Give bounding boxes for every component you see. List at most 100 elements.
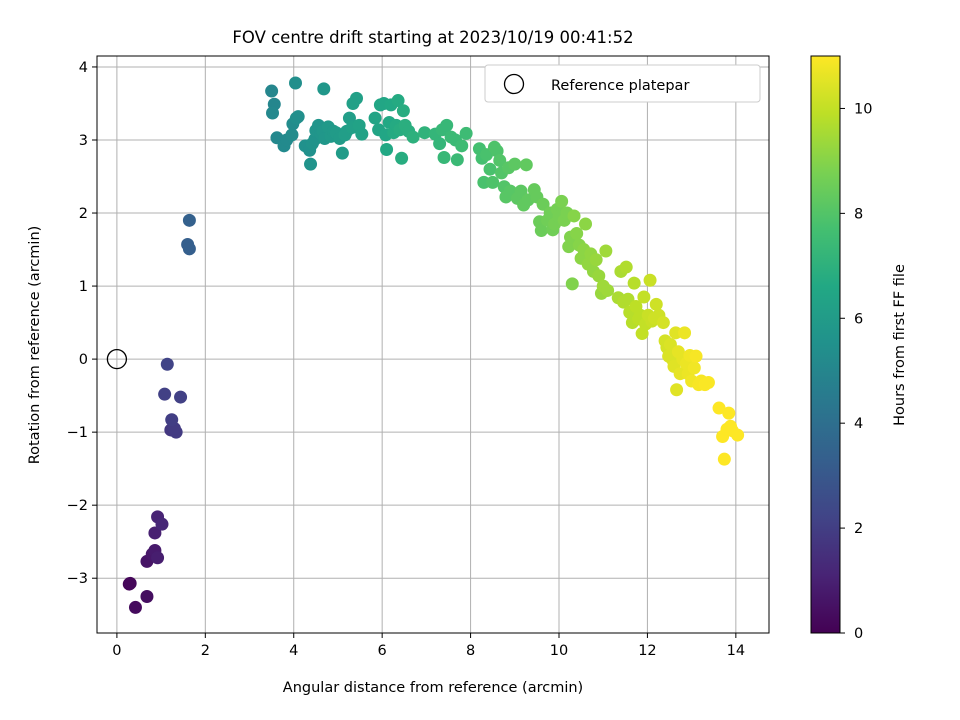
data-point bbox=[570, 226, 584, 240]
data-point bbox=[395, 151, 409, 165]
colorbar-gradient bbox=[810, 55, 841, 634]
data-point bbox=[174, 390, 188, 404]
data-point bbox=[689, 349, 703, 363]
x-tick-label: 6 bbox=[378, 643, 387, 659]
data-point bbox=[455, 139, 469, 153]
legend: Reference platepar bbox=[484, 64, 761, 103]
data-point bbox=[317, 82, 331, 96]
plot-frame bbox=[96, 55, 770, 634]
x-axis-label: Angular distance from reference (arcmin) bbox=[283, 680, 583, 696]
data-point bbox=[536, 197, 550, 211]
data-point bbox=[265, 84, 279, 98]
data-point bbox=[637, 290, 651, 304]
x-tick-label: 0 bbox=[112, 643, 121, 659]
data-point bbox=[459, 126, 473, 140]
x-tick-label: 2 bbox=[201, 643, 210, 659]
colorbar-tick-label: 10 bbox=[854, 101, 872, 117]
colorbar: 0 2 4 6 8 10 Hours from first FF file bbox=[810, 55, 908, 642]
data-point bbox=[555, 194, 569, 208]
data-point bbox=[396, 104, 410, 118]
x-tick-label: 10 bbox=[550, 643, 568, 659]
data-point bbox=[289, 76, 303, 90]
data-point bbox=[165, 413, 179, 427]
data-point bbox=[450, 153, 464, 167]
data-point bbox=[160, 357, 174, 371]
data-point bbox=[701, 375, 715, 389]
data-point bbox=[519, 158, 533, 172]
data-point bbox=[391, 94, 405, 108]
data-point bbox=[599, 244, 613, 258]
data-point bbox=[601, 283, 615, 297]
data-point bbox=[722, 406, 736, 420]
data-point bbox=[627, 276, 641, 290]
y-tick-label: −3 bbox=[67, 571, 88, 587]
data-point bbox=[335, 146, 349, 160]
data-point bbox=[406, 130, 420, 144]
y-tick-label: −2 bbox=[67, 498, 88, 514]
data-point bbox=[123, 576, 137, 590]
x-axis-ticks: 0 2 4 6 8 10 12 14 bbox=[112, 633, 745, 659]
x-tick-label: 8 bbox=[466, 643, 475, 659]
data-point bbox=[567, 209, 581, 223]
colorbar-tick-label: 2 bbox=[854, 521, 863, 537]
legend-marker-icon bbox=[503, 73, 525, 95]
x-tick-label: 12 bbox=[638, 643, 656, 659]
data-point bbox=[368, 111, 382, 125]
data-point bbox=[483, 162, 497, 176]
legend-label: Reference platepar bbox=[551, 78, 689, 94]
data-point bbox=[534, 224, 548, 238]
data-point bbox=[148, 526, 162, 540]
data-point bbox=[508, 157, 522, 171]
colorbar-tick-label: 0 bbox=[854, 626, 863, 642]
data-point bbox=[670, 383, 684, 397]
y-tick-label: 3 bbox=[79, 133, 88, 149]
data-point bbox=[514, 184, 528, 198]
y-axis-ticks: −3 −2 −1 0 1 2 3 4 bbox=[67, 60, 97, 587]
data-point bbox=[304, 157, 318, 171]
data-point bbox=[440, 118, 454, 132]
data-point bbox=[151, 551, 165, 565]
y-axis-label: Rotation from reference (arcmin) bbox=[27, 226, 43, 465]
colorbar-label: Hours from first FF file bbox=[892, 264, 908, 426]
y-tick-label: 1 bbox=[79, 279, 88, 295]
y-tick-label: 2 bbox=[79, 206, 88, 222]
data-point bbox=[182, 242, 196, 256]
grid-lines bbox=[97, 56, 769, 633]
reference-platepar-marker bbox=[106, 348, 128, 370]
data-point bbox=[579, 217, 593, 231]
colorbar-tick-label: 8 bbox=[854, 206, 863, 222]
colorbar-tick-label: 6 bbox=[854, 311, 863, 327]
y-tick-label: −1 bbox=[67, 425, 88, 441]
data-point bbox=[350, 91, 364, 105]
data-point bbox=[589, 253, 603, 267]
data-point bbox=[712, 401, 726, 415]
data-point bbox=[437, 151, 451, 165]
data-point bbox=[687, 361, 701, 375]
data-point bbox=[285, 128, 299, 142]
data-point bbox=[493, 153, 507, 167]
x-tick-label: 4 bbox=[289, 643, 298, 659]
data-point bbox=[158, 387, 172, 401]
scatter-points bbox=[122, 76, 745, 614]
colorbar-ticks: 0 2 4 6 8 10 bbox=[840, 101, 872, 642]
data-point bbox=[182, 213, 196, 227]
data-point bbox=[678, 326, 692, 340]
data-point bbox=[266, 106, 280, 120]
data-point bbox=[731, 428, 745, 442]
data-point bbox=[355, 127, 369, 141]
y-tick-label: 4 bbox=[79, 60, 88, 76]
x-tick-label: 14 bbox=[727, 643, 745, 659]
data-point bbox=[155, 517, 169, 531]
data-point bbox=[380, 142, 394, 156]
data-point bbox=[619, 260, 633, 274]
data-point bbox=[291, 110, 305, 124]
data-point bbox=[433, 137, 447, 151]
data-point bbox=[565, 277, 579, 291]
chart-title: FOV centre drift starting at 2023/10/19 … bbox=[232, 28, 633, 47]
data-point bbox=[486, 175, 500, 189]
data-point bbox=[656, 316, 670, 330]
data-point bbox=[128, 600, 142, 614]
data-point bbox=[592, 269, 606, 283]
data-point bbox=[643, 273, 657, 287]
